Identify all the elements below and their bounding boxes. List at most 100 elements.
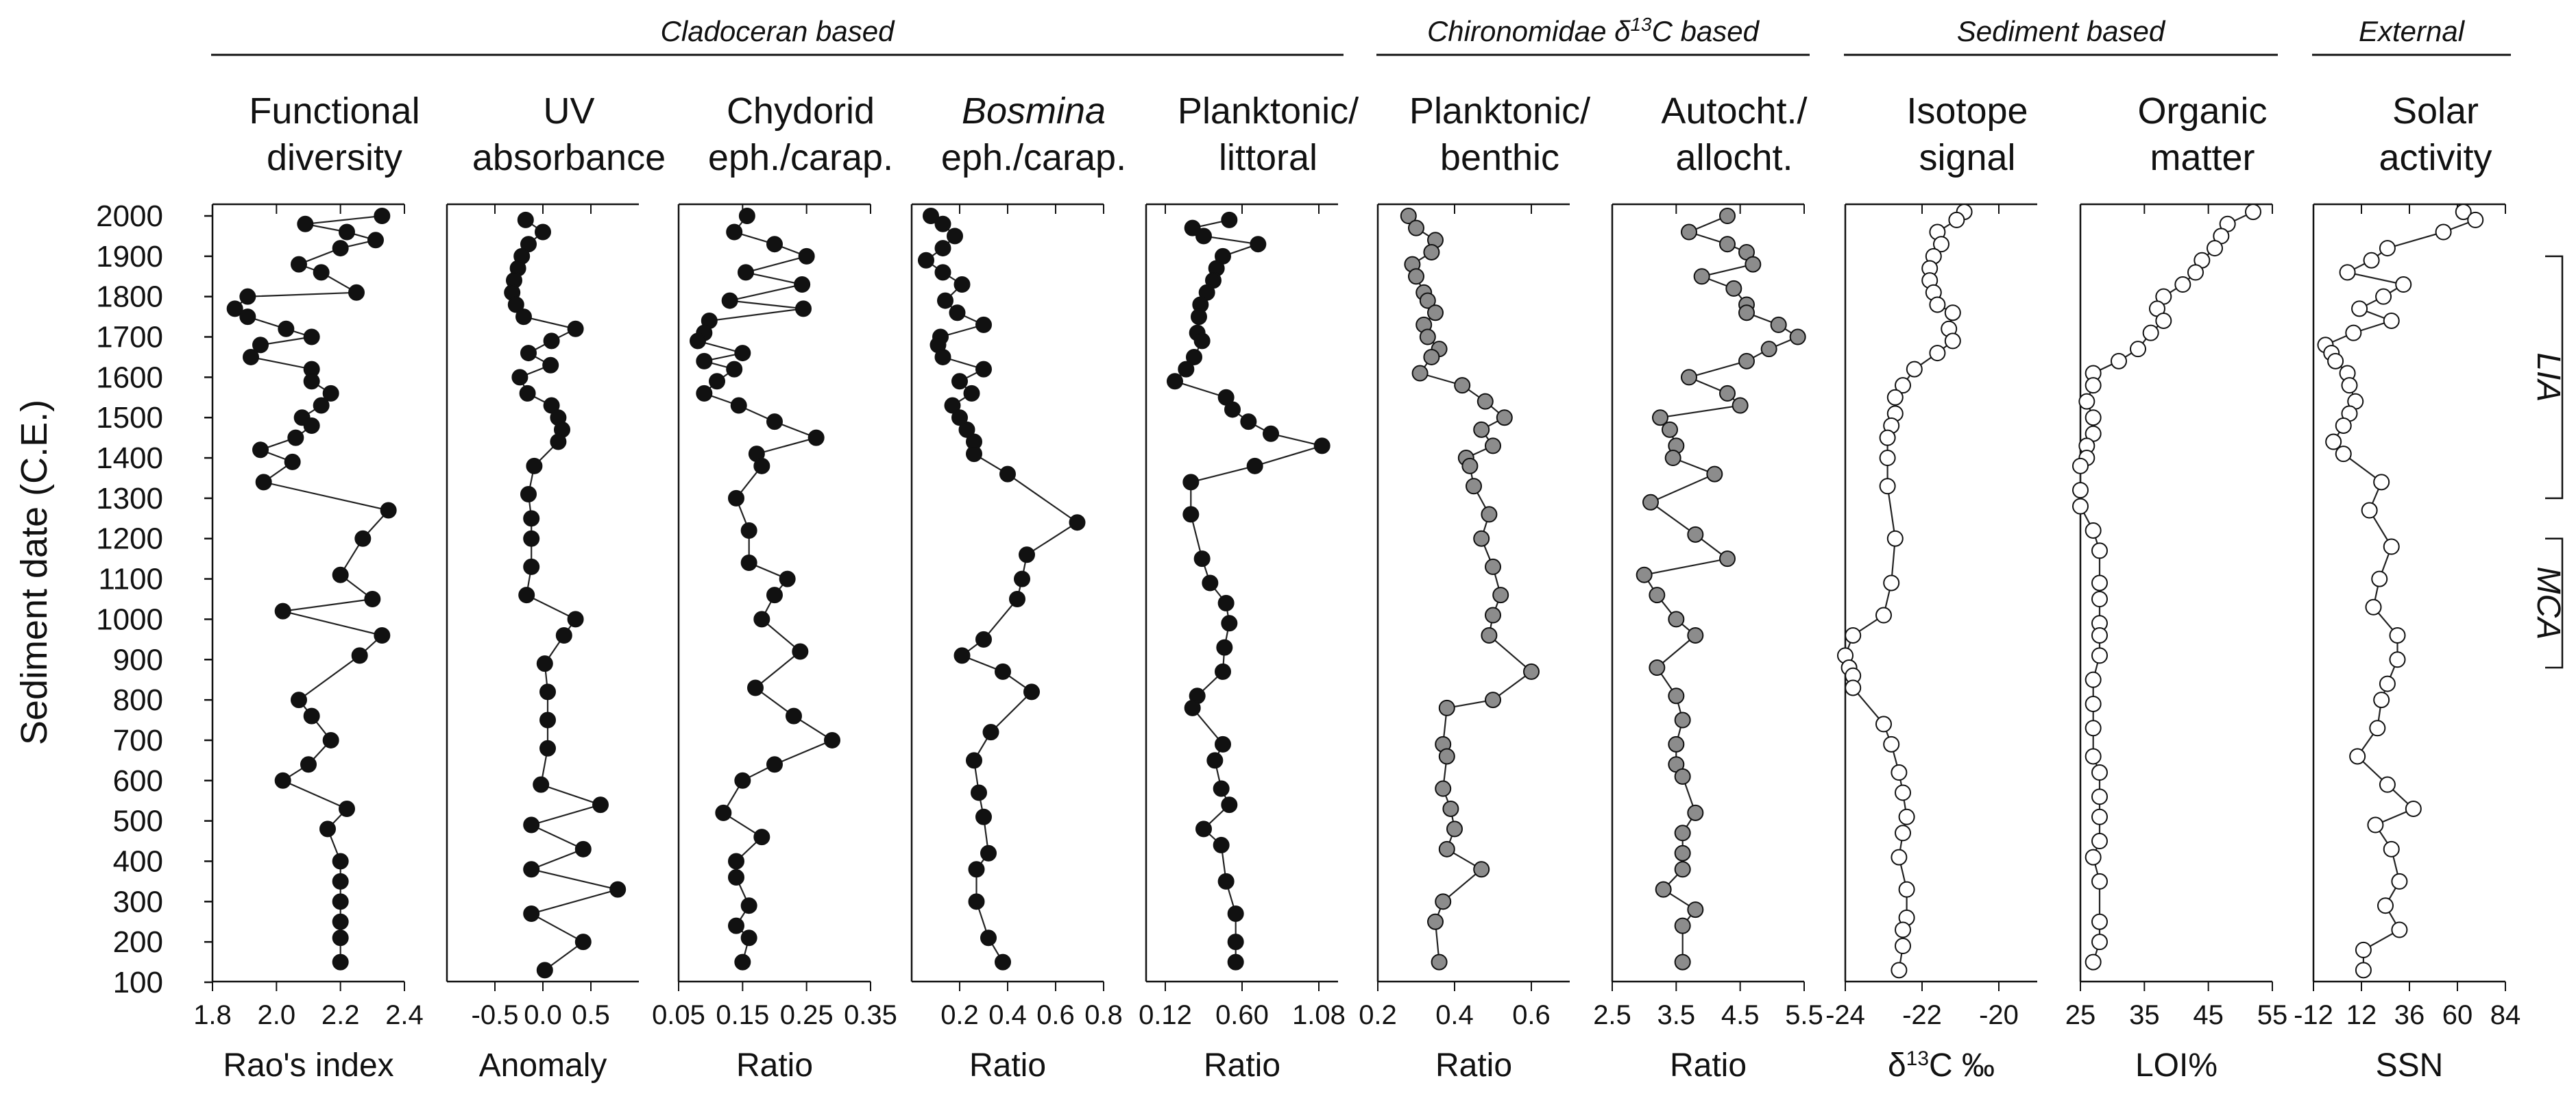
x-tick-label: -22 [1902, 1000, 1942, 1030]
data-point [934, 240, 951, 257]
x-tick-label: 0.5 [572, 1000, 610, 1030]
data-point [1933, 236, 1949, 253]
data-point [728, 853, 744, 870]
data-point [374, 627, 391, 644]
data-point [2085, 849, 2102, 866]
data-point [574, 934, 592, 951]
data-point [2187, 264, 2204, 281]
group-label: Sediment based [1957, 15, 2166, 47]
data-point [2373, 692, 2390, 709]
data-point [1014, 570, 1030, 587]
data-point [539, 711, 556, 729]
data-point [824, 731, 840, 749]
x-tick-label: 1.08 [1292, 1000, 1346, 1030]
data-point [766, 413, 783, 430]
panel-x-label: Ratio [736, 1047, 813, 1084]
data-point [1408, 268, 1424, 285]
data-point [332, 873, 349, 890]
data-point [2383, 840, 2400, 857]
data-point [953, 276, 971, 293]
data-point [507, 296, 524, 313]
data-point [2091, 934, 2108, 951]
data-point [1419, 292, 1436, 309]
y-tick-label: 1800 [96, 280, 163, 314]
panel-x-label: Ratio [969, 1047, 1046, 1084]
data-point [303, 328, 320, 345]
data-point [738, 208, 755, 224]
data-point [1886, 530, 1904, 547]
x-tick-label: 55 [2257, 1000, 2288, 1030]
data-point [1898, 881, 1915, 898]
data-point [2365, 598, 2382, 616]
x-tick-label: -0.5 [472, 1000, 519, 1030]
data-point [1668, 735, 1685, 753]
x-tick-label: 2.5 [1593, 1000, 1631, 1030]
data-point [1215, 735, 1231, 753]
x-tick-label: -20 [1979, 1000, 2019, 1030]
data-point [1215, 663, 1231, 680]
data-point [734, 345, 751, 362]
panel-x-label: Rao's index [223, 1047, 393, 1084]
data-point [533, 776, 550, 793]
data-point [1216, 639, 1233, 656]
data-point [1221, 615, 1238, 632]
data-point [364, 591, 381, 607]
period-bracket [2545, 537, 2564, 669]
data-point [934, 215, 951, 232]
data-point [2091, 542, 2108, 559]
data-point [303, 373, 320, 390]
data-point [975, 361, 992, 378]
data-point [332, 240, 349, 257]
data-point [1944, 332, 1961, 350]
data-point [1875, 716, 1892, 733]
data-point [1227, 934, 1244, 951]
y-tick-label: 600 [113, 764, 163, 798]
data-point [515, 308, 532, 326]
data-point [1217, 594, 1235, 611]
data-point [721, 292, 738, 309]
data-point [592, 796, 609, 814]
data-point [730, 397, 747, 414]
data-point [2325, 433, 2342, 450]
data-point [542, 356, 559, 374]
y-tick-label: 300 [113, 885, 163, 919]
data-point [523, 530, 540, 547]
data-point [690, 332, 706, 350]
data-point [766, 587, 783, 604]
data-point [1745, 256, 1762, 273]
data-point [2379, 675, 2396, 692]
y-tick-label: 1300 [96, 482, 163, 515]
data-point [982, 724, 999, 741]
data-point [726, 361, 743, 378]
group-label: External [2359, 15, 2466, 47]
data-point [1438, 748, 1455, 765]
y-tick-label: 700 [113, 724, 163, 757]
panel-title: Chydorid [727, 90, 875, 132]
x-tick-label: 0.05 [652, 1000, 705, 1030]
data-point [255, 474, 272, 491]
series-line [925, 215, 1079, 963]
data-point [1411, 365, 1429, 382]
data-point [1649, 587, 1666, 604]
data-point [518, 587, 535, 604]
panel-title: diversity [267, 137, 402, 178]
data-point [523, 510, 540, 527]
data-point [971, 784, 987, 801]
data-point [968, 861, 985, 878]
x-tick-label: 45 [2193, 1000, 2224, 1030]
y-tick-label: 1200 [96, 522, 163, 556]
data-point [1845, 627, 1862, 644]
panel-x-label: SSN [2376, 1047, 2444, 1084]
x-tick-label: 2.4 [385, 1000, 424, 1030]
series-line [233, 215, 390, 962]
data-point [1681, 223, 1697, 241]
y-tick-labels: 2000 1900 1800 1700 1600 1500 1400 1300 1200 1100… [96, 199, 163, 999]
data-point [2072, 482, 2089, 499]
data-point [696, 352, 713, 369]
data-point [2389, 627, 2406, 644]
data-point [1485, 692, 1501, 709]
x-tick-label: 2.0 [258, 1000, 296, 1030]
data-point [332, 929, 349, 947]
data-point [1240, 413, 1257, 430]
y-axis-label: Sediment date (C.E.) [14, 400, 55, 745]
